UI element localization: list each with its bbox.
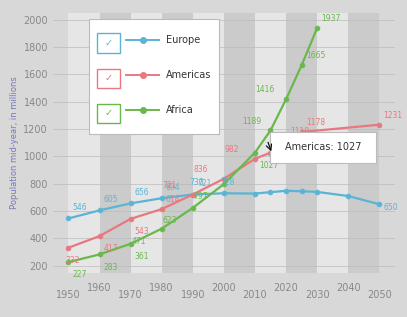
FancyBboxPatch shape xyxy=(89,19,219,133)
Text: 2050: 2050 xyxy=(367,290,392,301)
Bar xyxy=(348,13,379,273)
Text: 1178: 1178 xyxy=(306,118,325,127)
Text: 721: 721 xyxy=(197,179,211,188)
Bar xyxy=(131,13,162,273)
Text: 227: 227 xyxy=(72,270,87,279)
Text: 471: 471 xyxy=(131,237,146,246)
Text: 614: 614 xyxy=(166,195,180,204)
FancyBboxPatch shape xyxy=(97,34,120,53)
Bar xyxy=(286,13,317,273)
Text: 2030: 2030 xyxy=(305,290,329,301)
Text: 1027: 1027 xyxy=(259,161,278,170)
Text: 1970: 1970 xyxy=(118,290,143,301)
Text: 283: 283 xyxy=(104,263,118,272)
Bar xyxy=(255,13,286,273)
Text: 1990: 1990 xyxy=(181,290,205,301)
Text: 730: 730 xyxy=(189,178,204,187)
Text: 2040: 2040 xyxy=(336,283,361,293)
Text: 694: 694 xyxy=(166,183,180,192)
Text: Americas: Americas xyxy=(166,70,211,80)
Text: 361: 361 xyxy=(135,252,149,261)
Text: 1231: 1231 xyxy=(383,111,403,120)
Bar xyxy=(100,13,131,273)
Text: 982: 982 xyxy=(224,145,239,154)
Text: 332: 332 xyxy=(66,256,80,265)
Text: Americas: 1027: Americas: 1027 xyxy=(285,142,362,152)
Text: 1950: 1950 xyxy=(56,290,81,301)
Text: 2020: 2020 xyxy=(274,283,298,293)
Text: 623: 623 xyxy=(162,216,177,225)
Text: ✓: ✓ xyxy=(105,108,112,119)
FancyBboxPatch shape xyxy=(97,68,120,88)
Text: Africa: Africa xyxy=(166,105,193,115)
Text: ✓: ✓ xyxy=(105,73,112,83)
Y-axis label: Population mid-year, in millions: Population mid-year, in millions xyxy=(10,76,19,209)
Text: 1416: 1416 xyxy=(256,86,275,94)
Text: 656: 656 xyxy=(135,188,149,197)
FancyBboxPatch shape xyxy=(271,132,376,163)
Text: 1960: 1960 xyxy=(87,283,112,293)
Text: 1665: 1665 xyxy=(306,51,325,61)
Text: 1980: 1980 xyxy=(149,283,174,293)
Bar xyxy=(224,13,255,273)
Bar xyxy=(317,13,348,273)
FancyBboxPatch shape xyxy=(97,104,120,123)
Text: 1189: 1189 xyxy=(243,117,262,126)
Text: 1937: 1937 xyxy=(321,14,341,23)
Text: 605: 605 xyxy=(104,195,118,204)
Text: 650: 650 xyxy=(383,203,398,212)
Bar xyxy=(193,13,224,273)
Text: 728: 728 xyxy=(220,178,234,187)
Bar xyxy=(68,13,100,273)
Text: 417: 417 xyxy=(104,244,118,253)
Text: ✓: ✓ xyxy=(105,38,112,48)
Text: 2010: 2010 xyxy=(243,290,267,301)
Text: 836: 836 xyxy=(193,165,208,174)
Text: 797: 797 xyxy=(193,192,208,201)
Text: 546: 546 xyxy=(72,203,87,212)
Text: 721: 721 xyxy=(162,181,177,190)
Text: Europe: Europe xyxy=(166,35,200,45)
Text: 1110: 1110 xyxy=(290,127,309,136)
Text: 543: 543 xyxy=(135,227,149,236)
Bar xyxy=(162,13,193,273)
Text: 2000: 2000 xyxy=(212,283,236,293)
